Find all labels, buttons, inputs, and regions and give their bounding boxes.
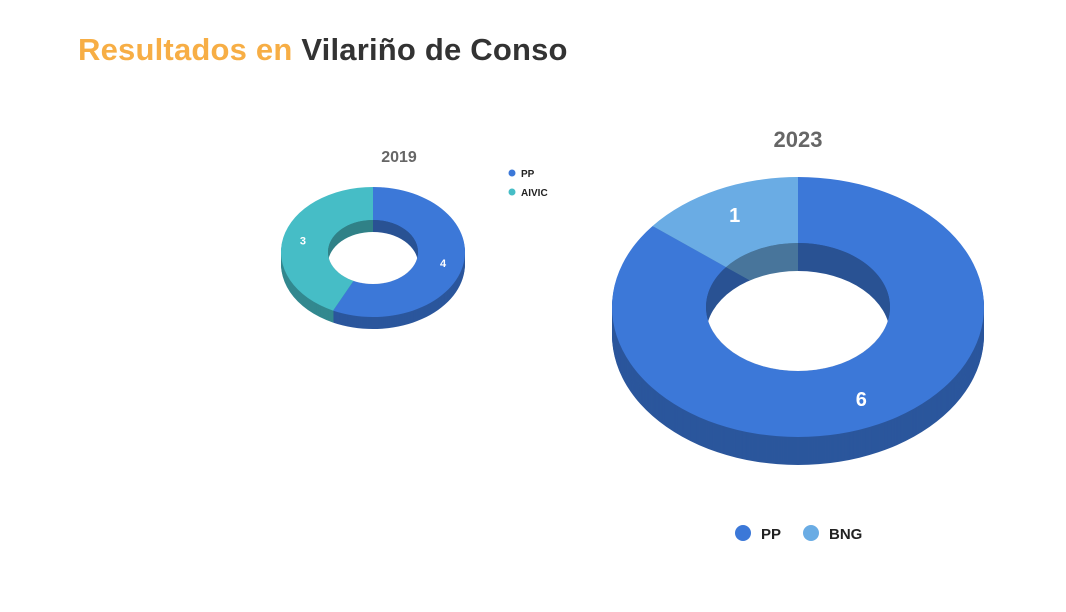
legend-label: AIVIC — [521, 188, 548, 199]
page-title: Resultados en Vilariño de Conso — [78, 32, 568, 68]
legend-swatch — [508, 169, 516, 177]
data-label-pp: 4 — [440, 258, 447, 270]
slice-pp — [612, 177, 984, 437]
donut-2019: 43 — [280, 187, 465, 329]
legend-2023: PP BNG — [735, 525, 862, 543]
legend-label: PP — [521, 169, 535, 180]
slice-aivic — [280, 187, 373, 311]
legend-swatch — [803, 525, 819, 541]
chart-2019-title: 2019 — [381, 149, 417, 166]
data-label-pp: 6 — [856, 389, 867, 411]
title-prefix: Resultados en — [78, 32, 293, 67]
legend-swatch — [508, 188, 516, 196]
slice-pp — [333, 187, 465, 317]
slice-bng — [652, 177, 798, 268]
chart-2023-title: 2023 — [774, 127, 823, 152]
legend-swatch — [735, 525, 751, 541]
data-label-aivic: 3 — [300, 236, 306, 248]
title-place: Vilariño de Conso — [301, 32, 568, 67]
data-label-bng: 1 — [729, 205, 740, 227]
legend-2019: PP AIVIC — [508, 169, 548, 199]
donut-2023: 61 — [611, 177, 985, 466]
legend-label: BNG — [829, 526, 862, 543]
legend-label: PP — [761, 526, 781, 543]
